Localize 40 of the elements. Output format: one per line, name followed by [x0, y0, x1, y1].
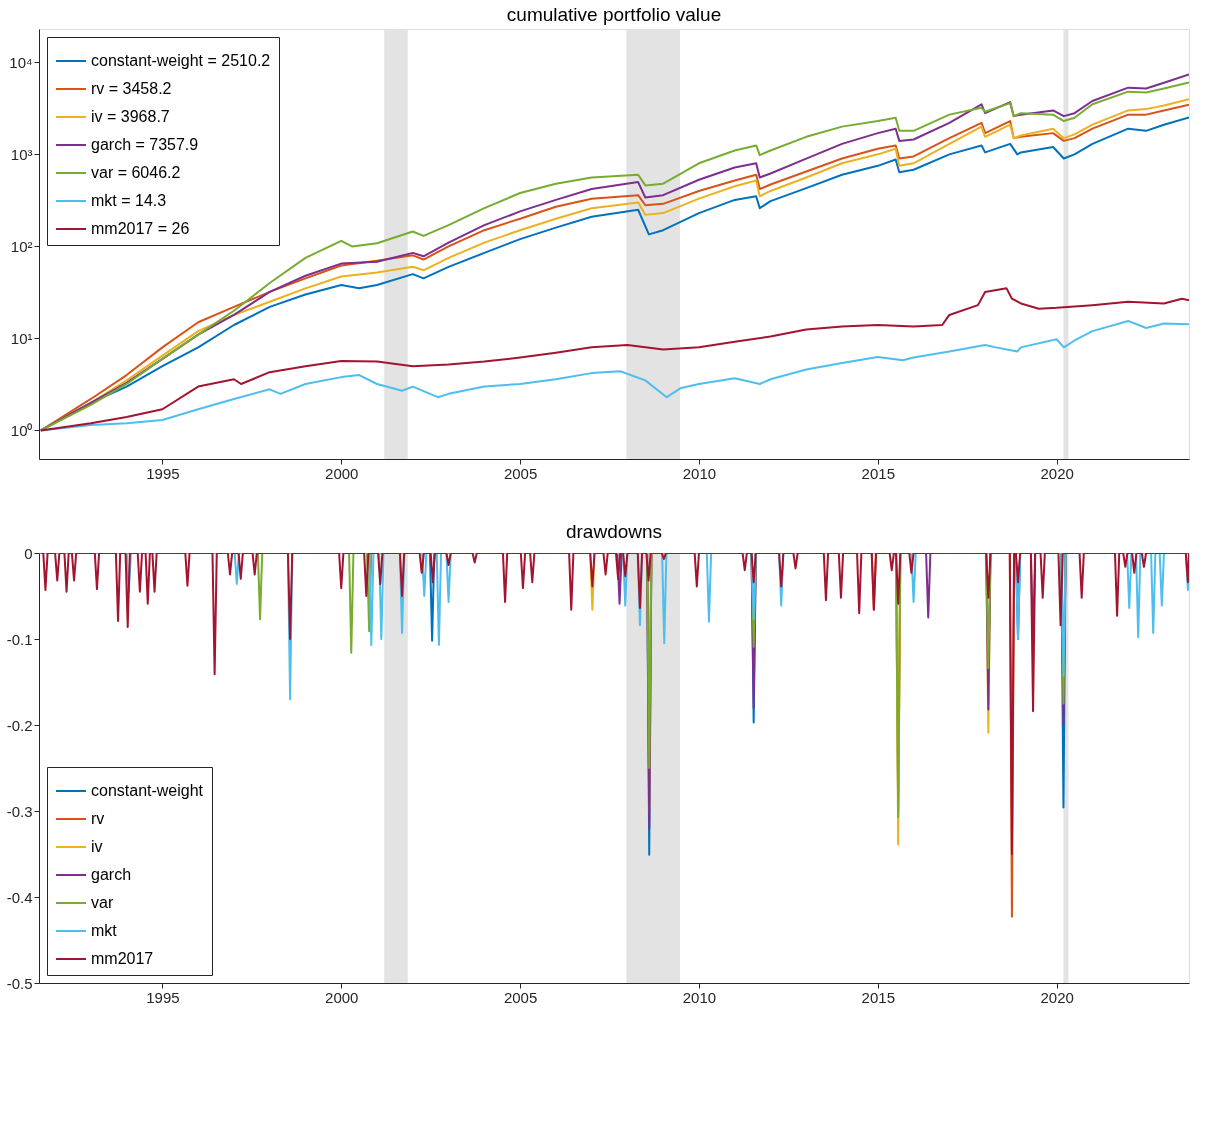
chart-title: cumulative portfolio value — [506, 4, 722, 25]
legend-label: constant-weight — [91, 782, 204, 799]
legend-label: garch = 7357.9 — [91, 136, 199, 153]
y-tick-label: 10⁴ — [9, 53, 33, 71]
x-tick-label: 2015 — [861, 988, 895, 1006]
legend-label: constant-weight = 2510.2 — [91, 52, 271, 69]
legend-label: mkt — [91, 922, 118, 939]
y-tick-label: -0.4 — [6, 888, 33, 906]
legend-label: iv = 3968.7 — [91, 108, 170, 125]
legend-label: mm2017 = 26 — [91, 220, 190, 237]
y-tick-label: -0.3 — [6, 802, 33, 820]
x-tick-label: 2000 — [325, 988, 359, 1006]
x-tick-label: 2005 — [503, 988, 538, 1006]
legend-label: garch — [91, 866, 132, 883]
x-tick-label: 1995 — [146, 464, 180, 482]
y-tick-label: 10² — [10, 237, 33, 255]
legend-label: mm2017 — [91, 950, 154, 967]
legend-label: iv — [91, 838, 103, 855]
y-tick-label: 10⁰ — [10, 421, 33, 439]
legend-label: rv — [91, 810, 105, 827]
x-tick-label: 2015 — [861, 464, 895, 482]
line-series — [39, 287, 1189, 432]
x-tick-label: 2010 — [682, 464, 717, 482]
x-tick-label: 2020 — [1040, 988, 1074, 1006]
legend-label: var — [91, 894, 114, 911]
x-tick-label: 2005 — [503, 464, 538, 482]
chart-title: drawdowns — [565, 521, 663, 542]
y-tick-label: -0.5 — [6, 974, 33, 992]
legend-label: mkt = 14.3 — [91, 192, 167, 209]
x-tick-label: 2000 — [325, 464, 359, 482]
x-tick-label: 2020 — [1040, 464, 1074, 482]
legend-label: var = 6046.2 — [91, 164, 181, 181]
x-tick-label: 2010 — [682, 988, 717, 1006]
y-tick-label: 10¹ — [10, 329, 33, 347]
y-tick-label: -0.1 — [6, 630, 33, 648]
y-tick-label: 0 — [24, 544, 33, 562]
x-tick-label: 1995 — [146, 988, 180, 1006]
y-tick-label: 10³ — [10, 145, 33, 163]
legend-label: rv = 3458.2 — [91, 80, 172, 97]
y-tick-label: -0.2 — [6, 716, 33, 734]
